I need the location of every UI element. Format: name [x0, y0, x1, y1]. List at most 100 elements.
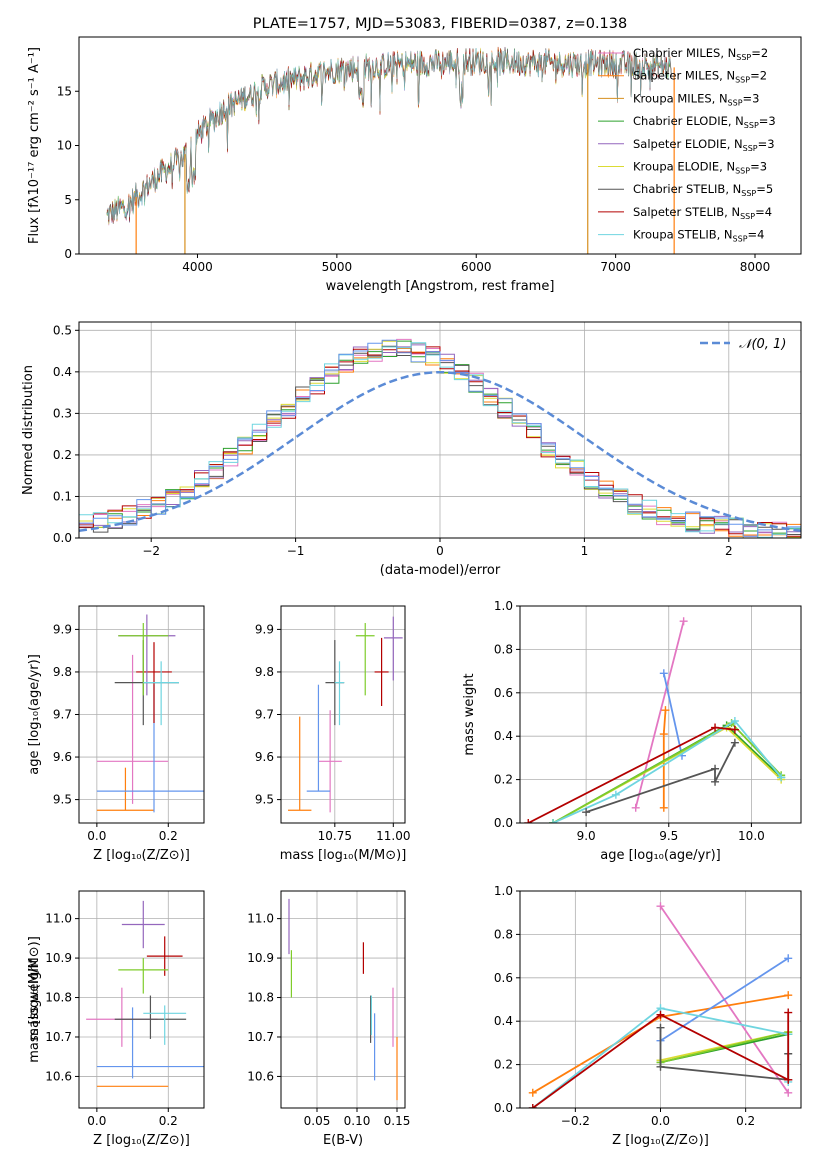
- x-tick-label: 9.0: [577, 829, 596, 843]
- y-tick-label: 0.8: [494, 642, 513, 656]
- legend-entry: 𝒩(0, 1): [739, 337, 786, 352]
- x-tick-label: 7000: [600, 260, 631, 274]
- plot-area-spectrum: [106, 46, 675, 254]
- legend: 𝒩(0, 1): [700, 337, 786, 352]
- weight-point: [656, 902, 665, 911]
- y-tick-label: 15: [57, 84, 72, 98]
- plot-area-z-mass: [86, 900, 204, 1087]
- spectrum-line: [106, 47, 672, 225]
- legend-entry: Chabrier ELODIE, NSSP=3: [633, 114, 776, 130]
- legend-entry: Salpeter MILES, NSSP=2: [633, 69, 767, 85]
- y-tick-label: 9.5: [255, 793, 274, 807]
- x-tick-label: 10.0: [738, 829, 765, 843]
- weight-point: [777, 773, 786, 782]
- y-tick-label: 0.2: [53, 448, 72, 462]
- legend: Chabrier MILES, NSSP=2 Salpeter MILES, NS…: [598, 46, 776, 244]
- weight-point: [524, 819, 533, 823]
- y-tick-label: 11.0: [247, 912, 274, 926]
- x-tick-label: 0.0: [87, 1114, 106, 1128]
- x-axis-label: mass [log₁₀(M/M⊙)]: [280, 848, 407, 863]
- weight-point: [528, 1104, 537, 1108]
- x-tick-label: −0.2: [561, 1114, 590, 1128]
- axes-ebv-mass: 0.05 0.10 0.15 10.6 10.7 10.8 10.9 11.0 E(B-V): [247, 890, 411, 1148]
- figure-title: PLATE=1757, MJD=53083, FIBERID=0387, z=0…: [253, 16, 627, 32]
- histogram-step: [79, 339, 801, 538]
- x-tick-label: −2: [142, 544, 160, 558]
- x-axis-label: Z [log₁₀(Z/Z⊙)]: [612, 1133, 709, 1148]
- weight-point: [711, 777, 720, 786]
- x-tick-label: 0.0: [87, 829, 106, 843]
- x-tick-label: 8000: [740, 260, 771, 274]
- weight-line: [660, 957, 789, 1042]
- x-tick-label: 0.15: [384, 1114, 411, 1128]
- y-axis-label: age [log₁₀(age/yr)]: [27, 654, 42, 775]
- y-tick-label: 10.8: [247, 991, 274, 1005]
- weight-point: [631, 803, 640, 812]
- weight-point: [679, 617, 688, 626]
- plot-area-residuals: [79, 338, 801, 538]
- weight-line: [532, 1012, 790, 1108]
- axes-mass-age: 10.75 11.00 9.5 9.6 9.7 9.8 9.9 mass [log₁₀(M/M…: [255, 605, 410, 863]
- x-axis-label: E(B-V): [323, 1133, 363, 1148]
- y-tick-label: 0: [64, 247, 72, 261]
- y-tick-label: 9.8: [255, 665, 274, 679]
- weight-point: [656, 1010, 665, 1019]
- y-tick-label: 1.0: [494, 599, 513, 613]
- x-tick-label: 0.2: [736, 1114, 755, 1128]
- y-tick-label: 0.1: [53, 489, 72, 503]
- weight-point: [730, 725, 739, 734]
- axes-residuals: −2 −1 0 1 2 0.0 0.1 0.2 0.3 0.4 0.5 (data-model)/er…: [21, 321, 802, 578]
- weight-point: [659, 669, 668, 678]
- y-tick-label: 10.6: [247, 1069, 274, 1083]
- normal-curve: [79, 371, 801, 532]
- weight-point: [656, 1023, 665, 1032]
- plot-area-ebv-mass: [288, 898, 398, 1101]
- weight-point: [656, 1062, 665, 1071]
- weight-line: [527, 726, 735, 823]
- y-axis-label: Flux [fλ10⁻¹⁷ erg cm⁻² s⁻¹ A⁻¹]: [27, 47, 42, 244]
- x-tick-label: 0.2: [159, 1114, 178, 1128]
- spectrum-line: [106, 47, 672, 221]
- y-tick-label: 10: [57, 139, 72, 153]
- y-tick-label: 9.9: [53, 622, 72, 636]
- legend-entry: Chabrier STELIB, NSSP=5: [633, 182, 773, 198]
- y-tick-label: 0.0: [494, 816, 513, 830]
- axes-z-age: 0.0 0.2 9.5 9.6 9.7 9.8 9.9 Z [log₁₀(Z/Z⊙)] age …: [27, 605, 205, 863]
- x-tick-label: 4000: [182, 260, 213, 274]
- y-tick-label: 0.6: [494, 686, 513, 700]
- y-tick-label: 10.7: [247, 1030, 274, 1044]
- y-tick-label: 0.8: [494, 927, 513, 941]
- x-tick-label: 0.10: [344, 1114, 371, 1128]
- weight-point: [730, 717, 739, 726]
- axes-z-weight: −0.2 0.0 0.2 0.0 0.2 0.4 0.6 0.8 1.0 Z [log₁₀(Z/Z…: [27, 884, 802, 1148]
- weight-point: [784, 1008, 793, 1017]
- y-tick-label: 0.3: [53, 406, 72, 420]
- y-tick-label: 9.7: [53, 708, 72, 722]
- legend-entry: Salpeter ELODIE, NSSP=3: [633, 137, 775, 153]
- y-tick-label: 10.9: [45, 951, 72, 965]
- axes-frame: [280, 890, 406, 1109]
- legend-entry: Chabrier MILES, NSSP=2: [633, 46, 768, 62]
- weight-point: [730, 738, 739, 747]
- y-axis-label: Normed distribution: [21, 365, 36, 495]
- weight-point: [784, 1075, 793, 1084]
- weight-point: [659, 803, 668, 812]
- axes-age-weight: 9.0 9.5 10.0 0.0 0.2 0.4 0.6 0.8 1.0 age [log₁₀(a…: [462, 599, 802, 863]
- y-tick-label: 9.8: [53, 665, 72, 679]
- plot-area-z-weight: [528, 902, 793, 1108]
- y-tick-label: 9.7: [255, 708, 274, 722]
- x-tick-label: 2: [725, 544, 733, 558]
- weight-point: [784, 954, 793, 963]
- weight-point: [784, 991, 793, 1000]
- legend-entry: Salpeter STELIB, NSSP=4: [633, 205, 772, 221]
- y-tick-label: 9.6: [255, 750, 274, 764]
- axes-spectrum: 4000 5000 6000 7000 8000 0 5 10 15 wavelength [An…: [27, 36, 802, 294]
- x-tick-label: 1: [581, 544, 589, 558]
- y-tick-label: 0.2: [494, 1058, 513, 1072]
- plot-area-age-weight: [524, 617, 786, 823]
- x-axis-label: (data-model)/error: [380, 563, 501, 578]
- y-tick-label: 0.4: [53, 365, 72, 379]
- x-axis-label: Z [log₁₀(Z/Z⊙)]: [93, 848, 190, 863]
- y-tick-label: 0.4: [494, 729, 513, 743]
